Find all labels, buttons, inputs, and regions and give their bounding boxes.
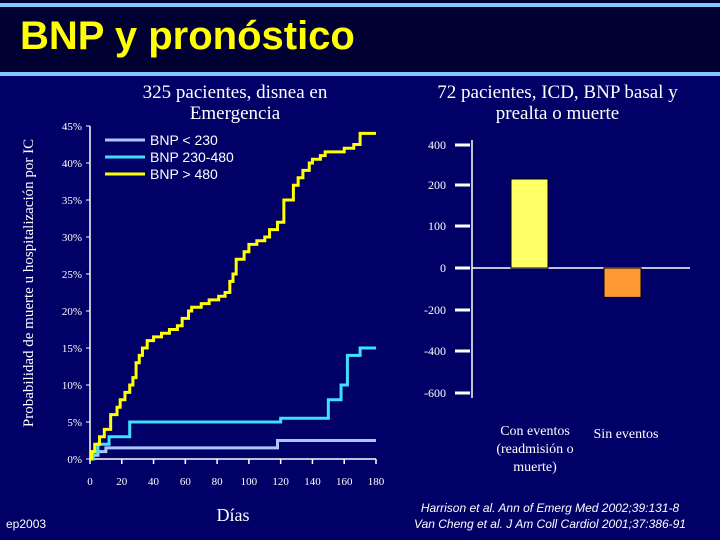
title-bottom-line [0,72,720,76]
right-y-tick-label: 100 [428,219,446,233]
left-x-tick-label: 20 [116,476,128,488]
left-x-tick-label: 40 [148,476,160,488]
series-line-2 [90,346,376,461]
right-y-tick-label: -400 [424,344,446,358]
reference-2: Van Cheng et al. J Am Coll Cardiol 2001;… [414,517,686,531]
left-y-tick-label: 5% [67,417,82,429]
right-panel-title: 72 pacientes, ICD, BNP basal y prealta o… [437,82,678,124]
references: Harrison et al. Ann of Emerg Med 2002;39… [400,500,700,532]
reference-1: Harrison et al. Ann of Emerg Med 2002;39… [420,501,680,515]
left-x-tick-label: 160 [336,476,353,488]
category-label-2: Sin eventos [594,427,659,442]
title-bar [0,0,720,72]
bar-2 [603,267,642,298]
left-y-tick-label: 10% [62,380,82,392]
left-y-tick-label: 45% [62,121,82,133]
footer-left: ep2003 [6,517,47,531]
left-x-tick-label: 180 [368,476,385,488]
left-x-tick-label: 100 [241,476,258,488]
series-line-1 [90,439,376,461]
right-y-tick-label: -200 [424,303,446,317]
left-y-tick-label: 30% [62,232,82,244]
legend-label-3: BNP > 480 [150,166,218,182]
left-x-tick-label: 0 [87,476,93,488]
left-chart: 0% 5% 10% 15% 20% 25% 30% 35% 40% 45% 0 20 40 60 80 100… [62,121,385,525]
bar-1 [510,178,549,269]
left-y-tick-label: 40% [62,158,82,170]
page-title: BNP y pronóstico [20,14,355,58]
right-chart: 400 200 100 0 -200 -400 -600 Con eventos (readmi… [424,138,690,475]
left-y-tick-label: 35% [62,195,82,207]
title-top-line [0,3,720,7]
right-y-tick-label: -600 [424,386,446,400]
category-label-1: Con eventos (readmisión o muerte) [496,424,573,475]
left-x-tick-label: 140 [304,476,321,488]
left-y-tick-label: 25% [62,269,82,281]
legend-label-1: BNP < 230 [150,132,218,148]
left-y-tick-label: 20% [62,306,82,318]
series-line-3 [90,131,376,461]
left-y-tick-label: 0% [67,454,82,466]
left-x-tick-label: 60 [180,476,192,488]
right-y-tick-label: 200 [428,178,446,192]
left-x-tick-label: 120 [272,476,289,488]
right-y-tick-label: 400 [428,138,446,152]
left-x-tick-label: 80 [212,476,224,488]
left-panel-title: 325 pacientes, disnea en Emergencia [142,82,328,124]
x-axis-label: Días [217,505,250,525]
legend-label-2: BNP 230-480 [150,149,234,165]
left-y-tick-label: 15% [62,343,82,355]
right-y-tick-label: 0 [440,261,446,275]
